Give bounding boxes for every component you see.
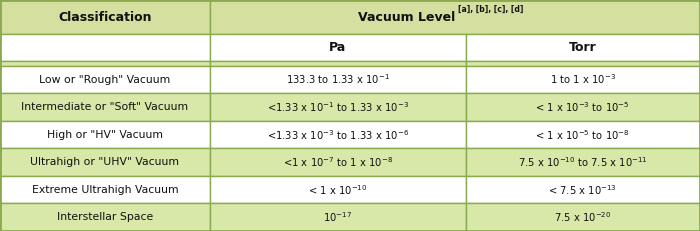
Bar <box>0 0 210 34</box>
Bar <box>466 61 700 66</box>
Bar <box>210 0 700 34</box>
Bar <box>210 93 466 121</box>
Text: Torr: Torr <box>569 41 596 54</box>
Bar <box>0 148 210 176</box>
Text: Vacuum Level: Vacuum Level <box>358 11 455 24</box>
Bar <box>0 204 210 231</box>
Text: High or "HV" Vacuum: High or "HV" Vacuum <box>47 130 163 140</box>
Text: 133.3 to 1.33 x 10$^{-1}$: 133.3 to 1.33 x 10$^{-1}$ <box>286 73 390 86</box>
Text: <1.33 x 10$^{-3}$ to 1.33 x 10$^{-6}$: <1.33 x 10$^{-3}$ to 1.33 x 10$^{-6}$ <box>267 128 409 142</box>
Bar <box>466 121 700 148</box>
Bar <box>210 66 466 93</box>
Text: 10$^{-17}$: 10$^{-17}$ <box>323 210 352 224</box>
Bar <box>466 66 700 93</box>
Bar <box>466 204 700 231</box>
Text: < 1 x 10$^{-3}$ to 10$^{-5}$: < 1 x 10$^{-3}$ to 10$^{-5}$ <box>536 100 630 114</box>
Bar <box>210 34 466 61</box>
Bar <box>0 34 210 61</box>
Bar <box>466 93 700 121</box>
Text: [a], [b], [c], [d]: [a], [b], [c], [d] <box>458 5 524 14</box>
Text: Extreme Ultrahigh Vacuum: Extreme Ultrahigh Vacuum <box>32 185 178 195</box>
Text: 7.5 x 10$^{-20}$: 7.5 x 10$^{-20}$ <box>554 210 611 224</box>
Bar <box>466 34 700 61</box>
Bar <box>0 176 210 204</box>
Text: 1 to 1 x 10$^{-3}$: 1 to 1 x 10$^{-3}$ <box>550 73 616 86</box>
Text: Low or "Rough" Vacuum: Low or "Rough" Vacuum <box>39 75 171 85</box>
Bar <box>0 121 210 148</box>
Bar <box>0 66 210 93</box>
Text: < 7.5 x 10$^{-13}$: < 7.5 x 10$^{-13}$ <box>548 183 617 197</box>
Bar <box>210 148 466 176</box>
Bar <box>466 176 700 204</box>
Text: Intermediate or "Soft" Vacuum: Intermediate or "Soft" Vacuum <box>22 102 188 112</box>
Bar <box>0 93 210 121</box>
Text: < 1 x 10$^{-5}$ to 10$^{-8}$: < 1 x 10$^{-5}$ to 10$^{-8}$ <box>536 128 630 142</box>
Text: <1.33 x 10$^{-1}$ to 1.33 x 10$^{-3}$: <1.33 x 10$^{-1}$ to 1.33 x 10$^{-3}$ <box>267 100 409 114</box>
Bar <box>0 61 210 66</box>
Bar <box>210 121 466 148</box>
Text: Ultrahigh or "UHV" Vacuum: Ultrahigh or "UHV" Vacuum <box>31 157 179 167</box>
Text: <1 x 10$^{-7}$ to 1 x 10$^{-8}$: <1 x 10$^{-7}$ to 1 x 10$^{-8}$ <box>283 155 393 169</box>
Text: Classification: Classification <box>58 11 152 24</box>
Bar <box>210 176 466 204</box>
Text: Interstellar Space: Interstellar Space <box>57 212 153 222</box>
Bar <box>466 148 700 176</box>
Bar <box>210 204 466 231</box>
Text: < 1 x 10$^{-10}$: < 1 x 10$^{-10}$ <box>308 183 368 197</box>
Bar <box>210 61 466 66</box>
Text: Pa: Pa <box>329 41 346 54</box>
Text: 7.5 x 10$^{-10}$ to 7.5 x 10$^{-11}$: 7.5 x 10$^{-10}$ to 7.5 x 10$^{-11}$ <box>518 155 648 169</box>
